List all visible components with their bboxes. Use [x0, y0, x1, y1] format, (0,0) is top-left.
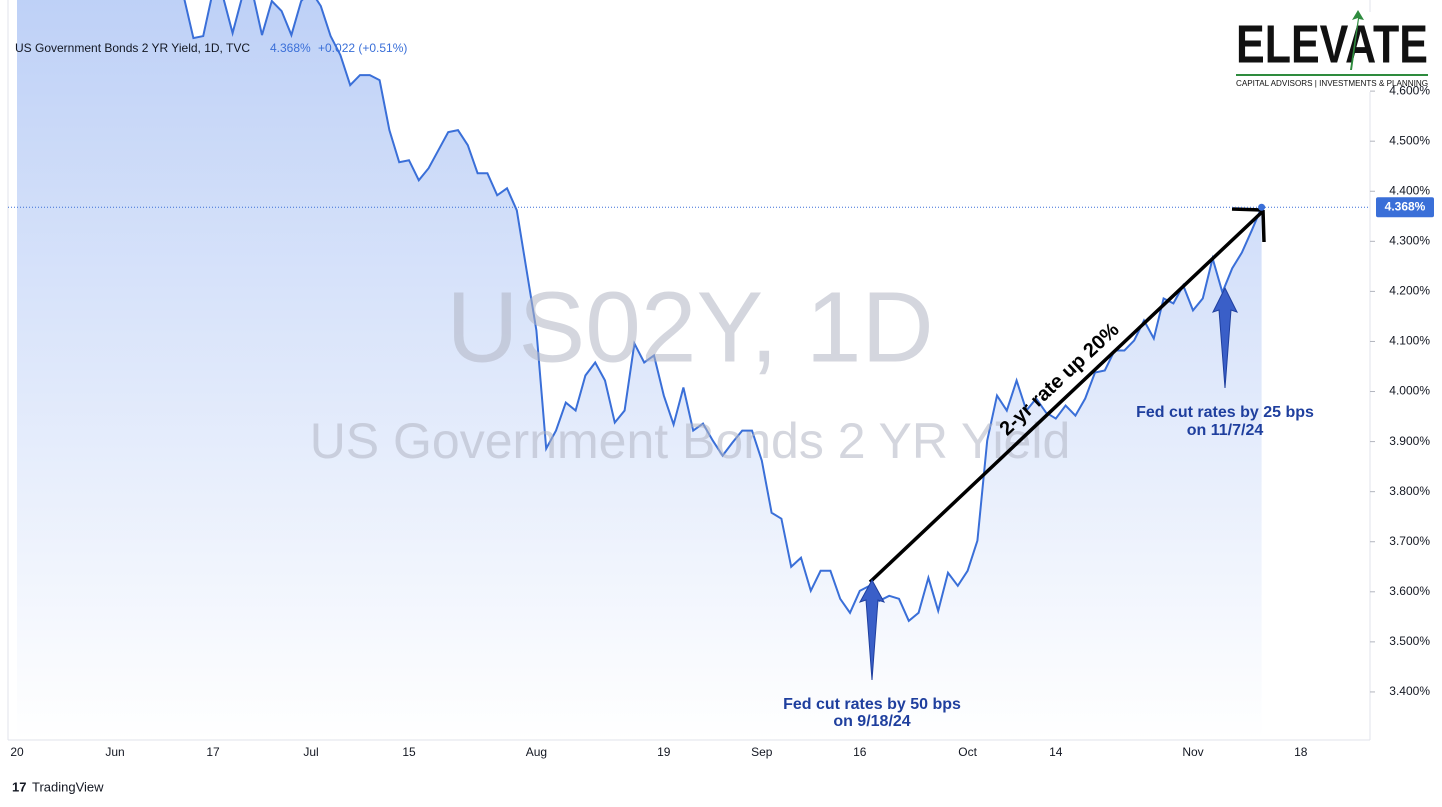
x-tick-label: Aug: [526, 745, 547, 759]
x-tick-label: 18: [1294, 745, 1308, 759]
y-tick-label: 3.800%: [1389, 484, 1430, 498]
y-tick-label: 3.400%: [1389, 684, 1430, 698]
x-tick-label: Oct: [958, 745, 977, 759]
price: 4.368%: [270, 41, 311, 55]
y-tick-label: 4.100%: [1389, 334, 1430, 348]
watermark: US02Y, 1D: [446, 271, 933, 383]
price-tag: [1376, 197, 1434, 218]
footer: TradingView: [32, 779, 104, 794]
y-tick-label: 3.600%: [1389, 584, 1430, 598]
annotation-arrows: [858, 207, 1266, 681]
price-tag-label: 4.368%: [1385, 199, 1426, 213]
last-point: [1258, 203, 1266, 211]
x-tick-label: Jul: [303, 745, 318, 759]
y-tick-label: 4.400%: [1389, 183, 1430, 197]
y-tick-label: 3.900%: [1389, 434, 1430, 448]
x-tick-label: Nov: [1182, 745, 1203, 759]
logo-arrow: [1350, 10, 1364, 70]
x-tick-label: 16: [853, 745, 867, 759]
y-tick-label: 4.600%: [1389, 83, 1430, 97]
annotation: Fed cut rates by 50 bps: [783, 696, 961, 713]
area: [17, 0, 1262, 740]
change: +0.022 (+0.51%): [318, 41, 407, 55]
footer-icon: 17: [12, 779, 26, 794]
annotation: on 9/18/24: [833, 713, 910, 730]
x-tick-label: Sep: [751, 745, 773, 759]
x-tick-label: 17: [206, 745, 220, 759]
y-tick-label: 4.200%: [1389, 284, 1430, 298]
x-tick-label: 19: [657, 745, 671, 759]
y-tick-label: 4.500%: [1389, 133, 1430, 147]
annotation: Fed cut rates by 25 bps: [1136, 404, 1314, 421]
x-tick-label: 15: [402, 745, 416, 759]
line: [183, 0, 1263, 623]
y-tick-label: 3.500%: [1389, 634, 1430, 648]
annotation: on 11/7/24: [1187, 422, 1264, 439]
watermark-subtitle: US Government Bonds 2 YR Yield: [310, 413, 1071, 469]
plot-area: [17, 0, 1263, 740]
x-tick-label: Jun: [105, 745, 124, 759]
logo-tagline: CAPITAL ADVISORS | INVESTMENTS & PLANNIN…: [1236, 79, 1428, 88]
x-tick-label: 14: [1049, 745, 1063, 759]
y-tick-label: 4.300%: [1389, 233, 1430, 247]
logo: ELEVATE: [1236, 14, 1428, 74]
x-tick-label: 20: [10, 745, 24, 759]
chart-title: US Government Bonds 2 YR Yield, 1D, TVC: [15, 41, 250, 55]
logo-bg: [1228, 12, 1438, 92]
y-tick-label: 3.700%: [1389, 534, 1430, 548]
y-tick-label: 4.000%: [1389, 384, 1430, 398]
